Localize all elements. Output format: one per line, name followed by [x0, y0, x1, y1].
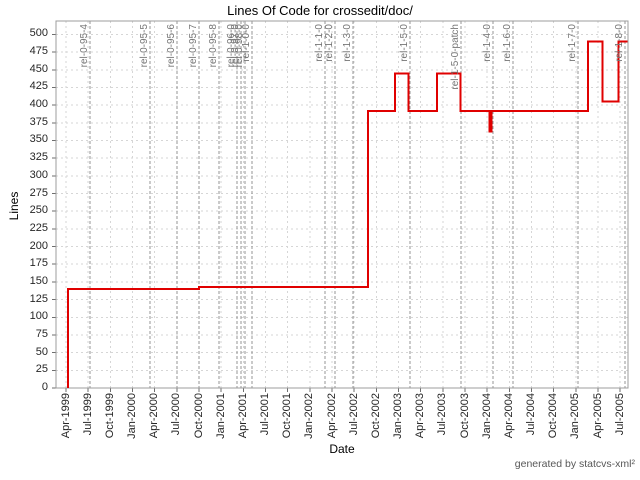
y-tick-label: 50 [35, 345, 48, 358]
release-label: rel-0-95-8 [207, 24, 219, 68]
x-tick-label: Jan-2001 [214, 393, 227, 439]
y-tick-label: 200 [29, 239, 48, 252]
y-axis-title: Lines [7, 191, 21, 221]
y-tick-label: 475 [29, 45, 48, 58]
x-tick-label: Jul-2002 [347, 393, 360, 436]
x-tick-label: Oct-1999 [103, 393, 116, 439]
y-tick-label: 75 [35, 327, 48, 340]
release-label: rel-1-6-0 [502, 24, 513, 62]
x-tick-label: Apr-2003 [414, 393, 427, 439]
chart-title: Lines Of Code for crossedit/doc/ [227, 3, 413, 18]
y-tick-label: 350 [29, 133, 48, 146]
y-tick-label: 225 [29, 221, 48, 234]
y-tick-label: 400 [29, 98, 48, 111]
y-tick-label: 450 [29, 62, 48, 75]
y-tick-label: 175 [29, 257, 48, 270]
x-tick-label: Apr-2000 [148, 393, 161, 439]
x-tick-label: Jul-2004 [525, 393, 537, 436]
x-tick-label: Oct-2001 [281, 393, 294, 439]
y-tick-label: 150 [29, 274, 48, 287]
x-tick-label: Jan-2000 [126, 393, 138, 439]
x-tick-label: Oct-2003 [458, 393, 471, 439]
x-tick-label: Apr-1999 [59, 393, 72, 439]
release-label: rel-1-7-0 [567, 24, 578, 62]
x-tick-label: Apr-2002 [325, 393, 338, 439]
release-label: rel-1-5-0-patch [450, 24, 461, 90]
x-tick-label: Jul-2000 [170, 393, 183, 436]
x-tick-label: Jan-2003 [392, 393, 404, 439]
y-tick-label: 325 [29, 151, 48, 164]
release-label: rel-0-95-7 [188, 24, 199, 68]
y-tick-label: 25 [35, 363, 48, 376]
y-tick-label: 300 [29, 168, 48, 181]
x-tick-label: Jul-2005 [613, 393, 626, 436]
loc-step-line [67, 40, 628, 388]
x-tick-label: Oct-2002 [369, 393, 382, 439]
y-tick-label: 100 [29, 310, 48, 323]
release-label: rel-1-0-0 [240, 24, 252, 62]
x-tick-label: Jul-2001 [259, 393, 271, 436]
y-tick-label: 250 [29, 204, 48, 217]
x-tick-label: Jan-2005 [569, 393, 582, 439]
y-tick-label: 425 [29, 80, 48, 93]
release-label: rel-1-4-0 [482, 24, 493, 62]
release-label: rel-0-95-4 [78, 24, 90, 68]
release-label: rel-0-95-6 [165, 24, 177, 68]
x-tick-label: Apr-2001 [236, 393, 249, 439]
release-label: rel-1-2-0 [323, 24, 335, 62]
x-tick-label: Oct-2004 [547, 393, 560, 439]
release-label: rel-1-5-0 [398, 24, 410, 62]
y-tick-label: 275 [29, 186, 48, 199]
release-label: rel-0-95-5 [138, 24, 150, 68]
x-tick-label: Apr-2004 [502, 393, 515, 439]
y-tick-label: 375 [29, 115, 48, 128]
y-tick-label: 500 [29, 27, 48, 40]
y-tick-label: 0 [41, 381, 48, 393]
y-tick-label: 125 [29, 292, 48, 305]
footer-credit: generated by statcvs-xml² [514, 458, 635, 470]
x-tick-label: Jan-2002 [303, 393, 316, 439]
plot-frame [55, 20, 629, 389]
x-tick-label: Jan-2004 [480, 393, 493, 439]
x-axis-title: Date [329, 442, 355, 456]
x-tick-label: Jul-2003 [436, 393, 449, 436]
release-label: rel-1-8-0 [614, 24, 625, 62]
release-label: rel-1-3-0 [341, 24, 353, 62]
x-tick-label: Jul-1999 [81, 393, 94, 436]
x-tick-label: Oct-2000 [192, 393, 205, 439]
x-tick-label: Apr-2005 [591, 393, 604, 439]
